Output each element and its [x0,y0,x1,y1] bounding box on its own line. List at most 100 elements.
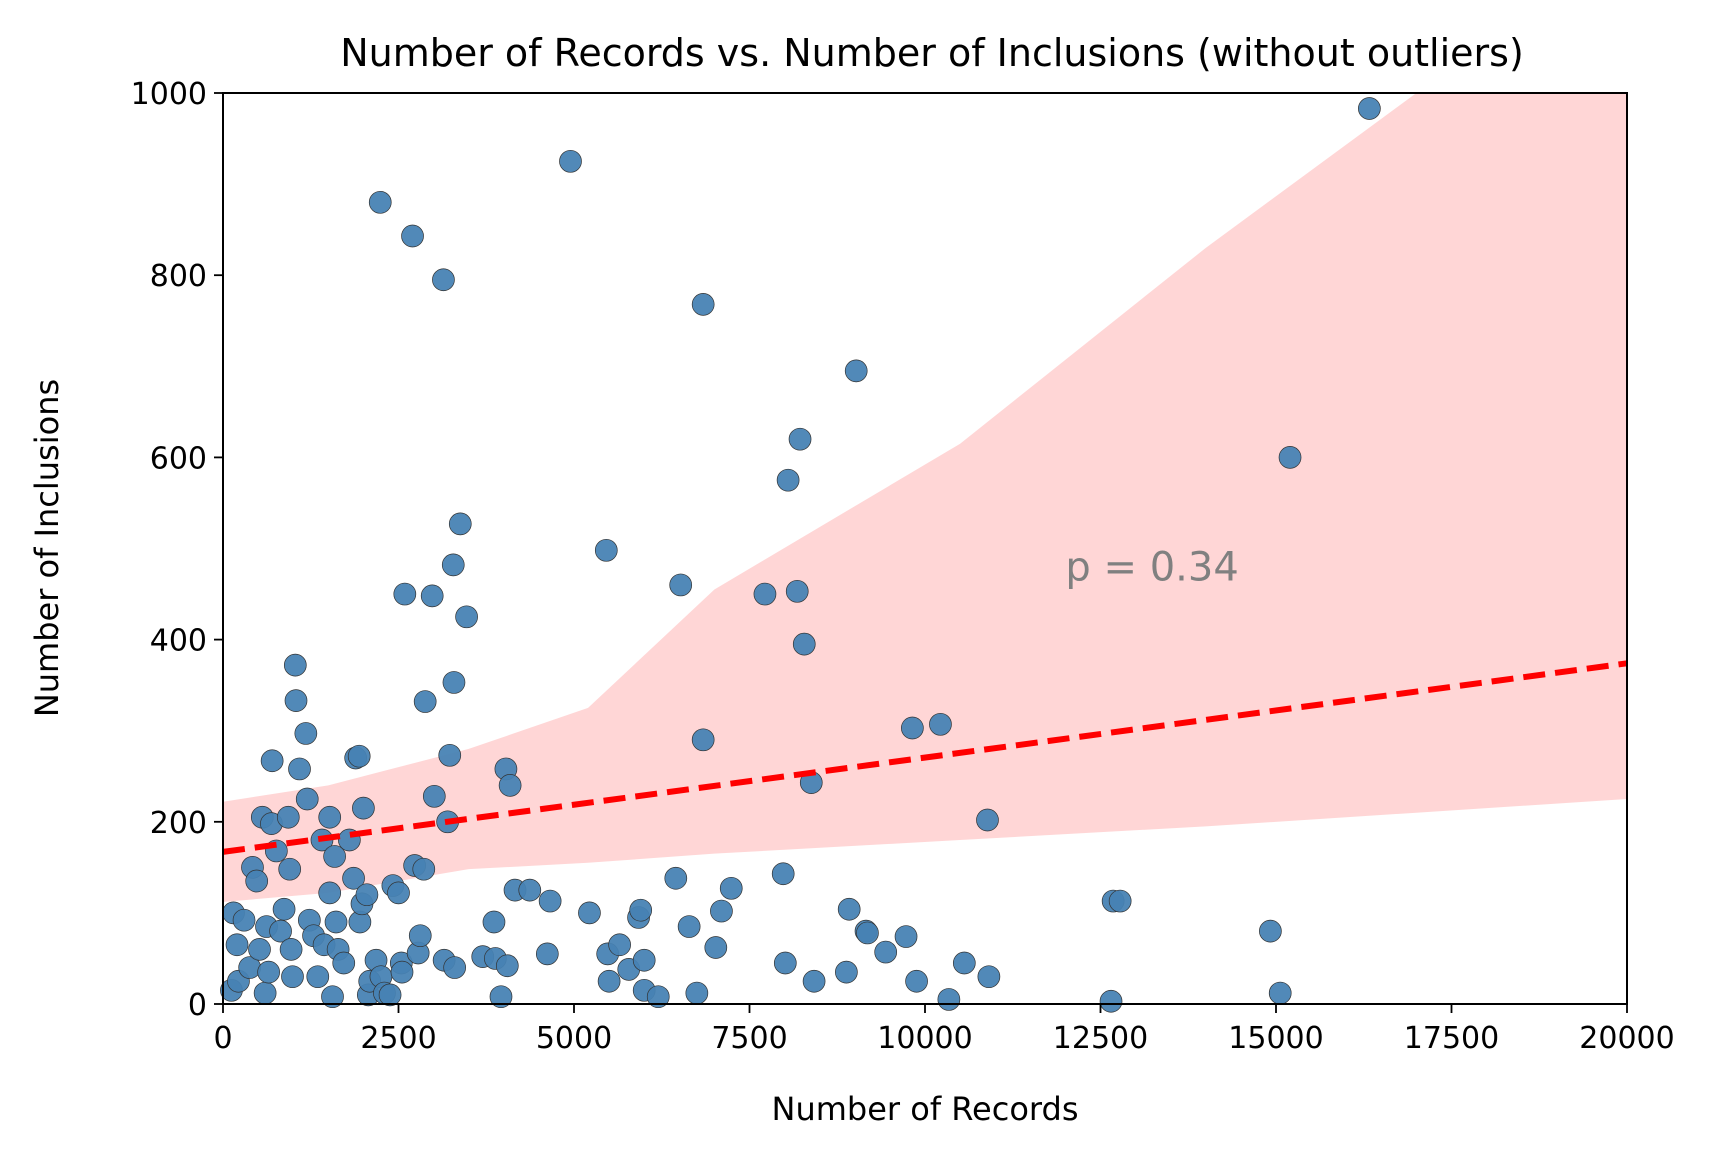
regression-layer [222,660,1628,855]
x-tick-label: 15000 [1228,1021,1323,1056]
data-point [420,584,444,608]
x-axis-label: Number of Records [772,1090,1079,1128]
data-point [901,716,924,740]
data-point [608,933,631,957]
y-tick-label: 1000 [131,77,207,112]
data-point [288,757,311,781]
data-point [422,784,446,808]
data-point [785,579,809,603]
data-point [321,985,344,1009]
y-tick-label: 600 [150,441,207,476]
data-point [225,933,249,957]
data-point [559,149,582,173]
data-point [408,924,432,948]
data-point [352,796,375,820]
data-point [518,878,542,902]
data-point [844,359,868,383]
data-point [482,910,506,934]
data-point [1268,981,1292,1005]
data-point [355,883,379,907]
data-point [401,224,424,248]
data-point [413,690,437,713]
data-point [788,427,812,451]
data-point [257,960,280,984]
data-point [929,712,952,736]
regression-line [222,660,1628,855]
data-point [646,985,670,1009]
data-point [281,965,304,989]
data-point [976,808,999,832]
data-point [318,805,342,829]
data-point [1099,989,1123,1013]
data-point [837,897,861,921]
data-point [691,728,715,752]
x-tick-label: 7500 [711,1021,787,1056]
data-point [438,743,462,767]
data-point [323,845,346,868]
data-point [387,881,410,905]
data-point [856,921,879,945]
data-point [704,936,728,959]
data-point [937,988,961,1011]
x-tick-label: 17500 [1404,1021,1499,1056]
y-tick-label: 0 [188,988,207,1023]
chart-title: Number of Records vs. Number of Inclusio… [340,31,1524,75]
data-point [260,749,284,773]
data-point [632,948,656,972]
data-point [332,951,356,975]
data-point [835,960,858,984]
data-point [347,744,371,768]
data-point [284,689,308,712]
confidence-band [223,93,1627,902]
data-point [719,876,743,900]
data-point [753,582,777,606]
data-point [802,969,826,993]
data-point [538,889,562,913]
data-point [677,915,701,938]
data-point [685,981,709,1005]
data-point [412,857,436,881]
data-point [578,901,601,925]
data-point [977,965,1001,989]
x-tick-label: 5000 [536,1021,612,1056]
x-tick-label: 10000 [877,1021,972,1056]
data-point [535,942,559,966]
data-point [773,951,797,975]
data-point [378,983,402,1007]
data-point [594,538,618,562]
data-point [629,898,653,922]
data-point [253,981,277,1005]
data-point [1108,889,1132,913]
y-axis-label: Number of Inclusions [28,379,66,717]
data-point [489,985,513,1009]
data-point [295,787,319,811]
data-point [894,925,918,948]
data-point [442,671,466,694]
x-tick-label: 2500 [360,1021,436,1056]
x-tick-label: 12500 [1053,1021,1148,1056]
data-point [278,857,302,881]
data-point [432,268,455,292]
data-point [368,190,392,214]
data-point [269,919,292,943]
y-tick-label: 200 [150,806,207,841]
data-point [495,954,519,978]
data-point [1358,97,1381,120]
data-point [669,573,693,597]
data-point [342,866,365,890]
x-tick-label: 20000 [1579,1021,1674,1056]
data-point [710,899,733,923]
data-point [390,960,414,984]
data-point [279,937,303,961]
data-point [441,553,465,577]
data-point [597,969,621,993]
data-point [248,937,271,961]
data-point [498,774,522,797]
data-point [905,969,928,993]
y-tick-label: 800 [150,259,207,294]
data-point [393,582,417,606]
points-layer [220,97,1381,1013]
data-point [245,869,269,893]
data-point [443,956,467,979]
data-point [448,512,472,536]
